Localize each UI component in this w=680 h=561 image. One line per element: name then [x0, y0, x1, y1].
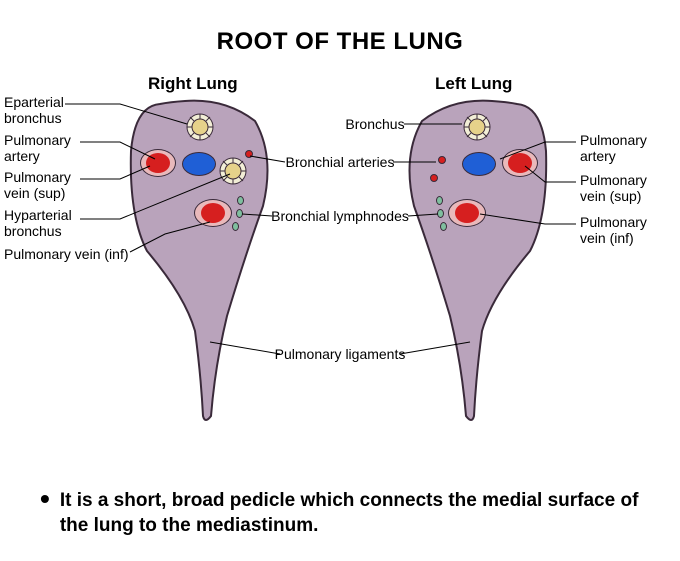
right-bronchial-artery: [245, 150, 253, 158]
right-lymph-1: [237, 196, 244, 205]
page-title: ROOT OF THE LUNG: [0, 0, 680, 56]
right-pulm-vein-sup: [146, 153, 170, 173]
right-lymph-2: [236, 209, 243, 218]
left-lung-title: Left Lung: [435, 74, 512, 94]
left-bronchial-artery-1: [438, 156, 446, 164]
label-left-pulm-vein-inf: Pulmonary vein (inf): [580, 214, 647, 246]
left-lymph-3: [440, 222, 447, 231]
right-pulm-artery: [182, 152, 216, 176]
diagram: Right Lung Left Lung: [0, 74, 680, 474]
label-bronchial-arteries: Bronchial arteries: [286, 154, 395, 170]
label-right-pulm-artery: Pulmonary artery: [4, 132, 71, 164]
right-pulm-vein-inf: [201, 203, 225, 223]
right-hyparterial-bronchus: [218, 156, 248, 186]
right-lung-title: Right Lung: [148, 74, 238, 94]
label-hyparterial: Hyparterial bronchus: [4, 207, 72, 239]
label-right-pulm-vein-sup: Pulmonary vein (sup): [4, 169, 71, 201]
label-left-pulm-artery: Pulmonary artery: [580, 132, 647, 164]
note-text: It is a short, broad pedicle which conne…: [60, 488, 640, 539]
left-bronchus: [462, 112, 492, 142]
bullet-icon: •: [40, 488, 50, 510]
left-pulm-vein-sup: [508, 153, 532, 173]
left-bronchial-artery-2: [430, 174, 438, 182]
right-lymph-3: [232, 222, 239, 231]
label-pulm-ligaments: Pulmonary ligaments: [275, 346, 406, 362]
left-lymph-1: [436, 196, 443, 205]
note-block: • It is a short, broad pedicle which con…: [40, 488, 640, 539]
leader-lines: [0, 74, 680, 474]
label-left-pulm-vein-sup: Pulmonary vein (sup): [580, 172, 647, 204]
label-right-pulm-vein-inf: Pulmonary vein (inf): [4, 246, 129, 262]
right-lung-shape: [125, 96, 275, 426]
label-bronchial-lymph: Bronchial lymphnodes: [271, 208, 409, 224]
label-eparterial: Eparterial bronchus: [4, 94, 64, 126]
left-lung-shape: [402, 96, 552, 426]
label-bronchus: Bronchus: [345, 116, 404, 132]
left-pulm-vein-inf: [455, 203, 479, 223]
left-pulm-artery: [462, 152, 496, 176]
left-lymph-2: [437, 209, 444, 218]
right-eparterial-bronchus: [185, 112, 215, 142]
